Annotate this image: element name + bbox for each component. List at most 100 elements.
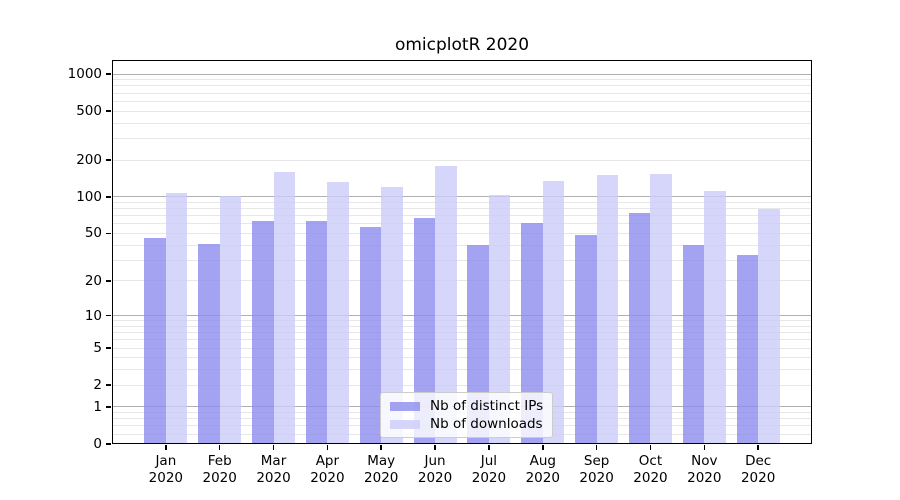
- bar-distinct-ips-may: [359, 227, 382, 444]
- y-axis-tick: [105, 384, 111, 386]
- x-tick-year: 2020: [417, 470, 453, 486]
- gridline-major: [112, 73, 812, 75]
- bar-distinct-ips-dec: [736, 255, 759, 444]
- gridline-minor: [112, 369, 812, 371]
- x-axis-tick-label: Jul 2020: [457, 453, 521, 487]
- y-axis-tick: [105, 159, 111, 161]
- bar-downloads-sep: [596, 175, 619, 444]
- bar-downloads-jun: [435, 166, 457, 444]
- x-tick-year: 2020: [256, 470, 291, 486]
- y-axis-tick: [105, 73, 111, 75]
- bar-downloads-dec: [758, 208, 780, 444]
- gridline-minor: [112, 208, 812, 210]
- y-axis-tick-label: 0: [93, 436, 102, 452]
- gridline-minor: [112, 320, 812, 322]
- gridline-minor: [112, 332, 812, 334]
- x-axis-tick: [380, 445, 382, 450]
- bar-distinct-ips-apr: [305, 221, 328, 444]
- gridline-minor: [112, 159, 812, 161]
- gridline-minor: [112, 259, 812, 261]
- x-tick-year: 2020: [202, 470, 237, 486]
- x-axis-tick: [434, 445, 436, 450]
- y-axis-tick-label: 200: [76, 152, 102, 168]
- bar-downloads-oct: [650, 173, 672, 444]
- x-tick-month: Dec: [745, 453, 772, 469]
- gridline-minor: [112, 244, 812, 246]
- bar-downloads-jan: [165, 192, 188, 444]
- y-axis-tick-label: 1: [93, 398, 102, 415]
- x-axis-tick-label: May 2020: [349, 453, 413, 487]
- gridline-minor: [112, 339, 812, 341]
- x-axis-tick-label: Nov 2020: [672, 453, 736, 487]
- gridline-major: [112, 315, 812, 317]
- plot-area: 0 1 2 5 10 20 50 100 200 500 1000 Jan 2020 Feb 2020 Mar…: [68, 60, 812, 486]
- x-axis-tick-label: Sep 2020: [565, 453, 629, 487]
- x-tick-year: 2020: [148, 470, 184, 486]
- gridline-minor: [112, 79, 812, 81]
- x-axis-tick-label: Jan 2020: [134, 453, 198, 487]
- x-axis-tick: [272, 445, 275, 450]
- y-axis-tick: [105, 280, 111, 282]
- y-axis-tick-label: 1000: [67, 66, 102, 83]
- bar-distinct-ips-mar: [252, 221, 274, 444]
- x-tick-month: Apr: [315, 453, 340, 469]
- x-tick-month: Feb: [207, 453, 232, 469]
- x-axis-tick-label: Oct 2020: [618, 453, 682, 487]
- y-axis-tick-label: 100: [76, 188, 102, 205]
- x-tick-year: 2020: [364, 470, 399, 486]
- legend-item-distinct-ips: Nb of distinct IPs: [390, 398, 543, 414]
- x-axis-tick: [703, 445, 706, 450]
- x-tick-year: 2020: [687, 470, 722, 486]
- y-axis-tick-label: 5: [93, 340, 102, 357]
- bar-distinct-ips-oct: [628, 212, 651, 444]
- legend-swatch-distinct-ips-icon: [390, 401, 420, 411]
- gridline-minor: [112, 122, 812, 124]
- bar-distinct-ips-aug: [521, 222, 543, 444]
- x-tick-month: May: [367, 453, 396, 469]
- x-axis-tick-label: Aug 2020: [511, 453, 575, 487]
- legend-label-distinct-ips: Nb of distinct IPs: [430, 398, 544, 414]
- x-tick-year: 2020: [740, 470, 776, 486]
- bar-downloads-aug: [542, 180, 565, 444]
- bar-downloads-feb: [219, 196, 242, 444]
- x-tick-year: 2020: [310, 470, 345, 486]
- gridline-minor: [112, 100, 812, 102]
- y-axis-tick-label: 10: [84, 307, 102, 324]
- gridline-minor: [112, 384, 812, 386]
- x-tick-year: 2020: [633, 470, 668, 486]
- y-axis-tick: [105, 314, 111, 317]
- gridline-minor: [112, 110, 812, 112]
- x-axis-tick-label: Dec 2020: [726, 453, 790, 487]
- gridline-minor: [112, 232, 812, 234]
- y-axis-tick: [105, 406, 111, 408]
- gridline-minor: [112, 92, 812, 94]
- y-axis-tick-label: 50: [84, 225, 102, 242]
- x-tick-year: 2020: [579, 470, 614, 486]
- legend-swatch-downloads-icon: [390, 419, 420, 429]
- x-axis-tick: [542, 445, 544, 450]
- legend-label-downloads: Nb of downloads: [430, 416, 543, 432]
- x-tick-month: Jul: [480, 453, 498, 469]
- y-axis-tick: [105, 196, 111, 198]
- gridline-minor: [112, 325, 812, 327]
- x-axis-tick-label: Apr 2020: [295, 453, 359, 487]
- y-axis-tick-label: 2: [93, 377, 102, 394]
- y-axis-tick-label: 500: [76, 103, 102, 120]
- gridline-minor: [112, 357, 812, 359]
- gridline-minor: [112, 223, 812, 225]
- x-axis-tick-label: Feb 2020: [188, 453, 252, 487]
- y-axis-tick-label: 20: [84, 272, 102, 289]
- x-axis-tick: [488, 445, 490, 450]
- gridline-minor: [112, 201, 812, 203]
- x-tick-year: 2020: [525, 470, 560, 486]
- gridline-major: [112, 196, 812, 198]
- chart-title: omicplotR 2020: [394, 35, 530, 55]
- x-axis-tick: [595, 445, 598, 450]
- x-tick-month: Mar: [260, 453, 287, 469]
- x-axis-tick: [757, 445, 759, 450]
- x-tick-year: 2020: [471, 470, 507, 486]
- gridline-minor: [112, 137, 812, 139]
- bar-downloads-mar: [273, 171, 296, 444]
- bar-downloads-apr: [327, 182, 349, 444]
